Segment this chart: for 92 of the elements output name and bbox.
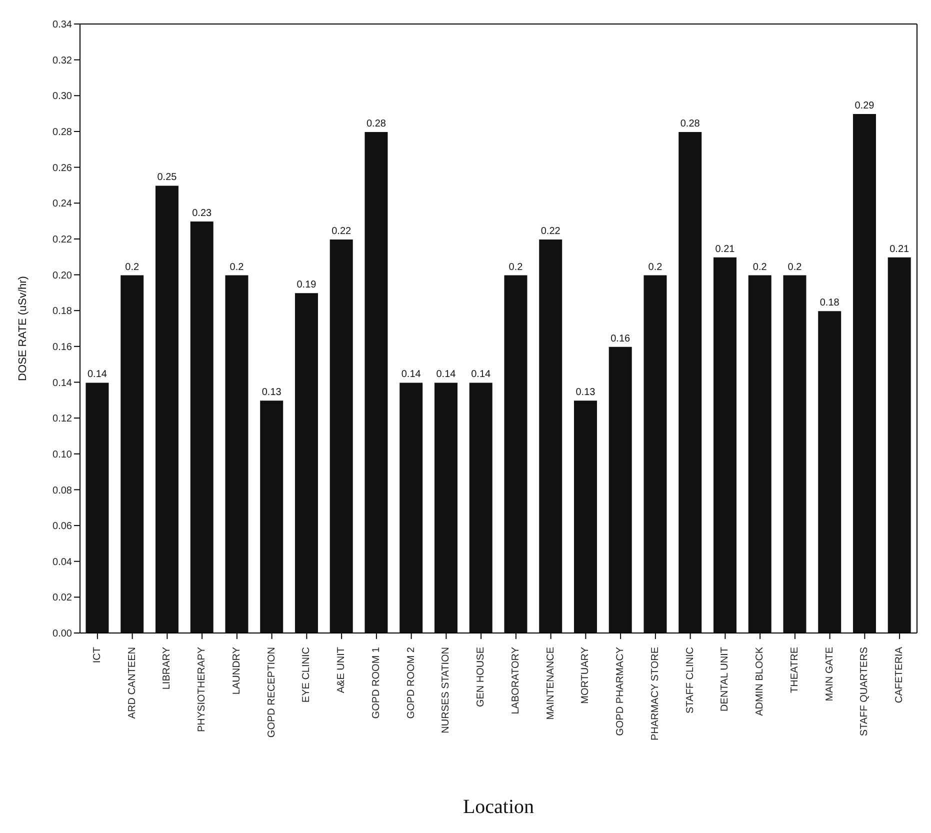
- x-tick-label: THEATRE: [789, 646, 800, 693]
- data-label: 0.2: [788, 262, 802, 273]
- data-label: 0.2: [752, 262, 768, 273]
- x-tick-label: DENTAL UNIT: [720, 647, 731, 712]
- bar: [259, 400, 284, 633]
- y-tick-label: 0.26: [52, 162, 72, 174]
- data-label: 0.14: [401, 369, 422, 380]
- data-label: 0.18: [820, 298, 840, 309]
- data-label: 0.23: [192, 208, 212, 220]
- bar: [678, 130, 703, 633]
- data-label: 0.14: [471, 369, 492, 380]
- bar: [328, 238, 354, 633]
- data-label: 0.28: [366, 118, 386, 130]
- x-tick-label: LAUNDRY: [231, 646, 242, 695]
- y-axis-title: DOSE RATE (uSv/hr): [16, 276, 29, 381]
- x-tick-label: STAFF QUARTERS: [859, 646, 870, 736]
- data-label: 0.21: [890, 244, 910, 255]
- y-tick-label: 0.10: [52, 449, 72, 460]
- bar: [120, 274, 145, 633]
- y-tick-label: 0.22: [52, 234, 72, 246]
- data-label: 0.16: [610, 333, 631, 344]
- data-label: 0.2: [125, 262, 140, 273]
- x-tick-label: PHARMACY STORE: [650, 646, 661, 741]
- y-tick-label: 0.04: [52, 556, 72, 568]
- bar: [189, 220, 214, 633]
- x-tick-label: STAFF CLINIC: [684, 647, 696, 714]
- y-tick-label: 0.08: [52, 485, 72, 496]
- x-tick-label: A&E UNIT: [336, 647, 348, 694]
- x-tick-label: MAIN GATE: [824, 646, 836, 702]
- data-label: 0.13: [576, 387, 596, 398]
- bar: [84, 382, 110, 633]
- x-tick-label: CAFETERIA: [894, 646, 906, 704]
- bar: [608, 346, 633, 633]
- x-tick-label: MAINTENANCE: [545, 646, 556, 720]
- data-label: 0.22: [540, 226, 561, 237]
- bar: [886, 256, 912, 633]
- bar: [538, 238, 564, 633]
- bar: [398, 382, 424, 633]
- data-label: 0.19: [296, 280, 317, 291]
- bar: [747, 274, 772, 633]
- x-tick-label: PHYSIOTHERAPY: [196, 646, 208, 732]
- bar: [154, 184, 180, 633]
- y-tick-label: 0.16: [52, 342, 72, 353]
- data-label: 0.14: [87, 369, 108, 380]
- data-label: 0.28: [680, 118, 700, 130]
- data-label: 0.2: [230, 262, 244, 273]
- data-label: 0.21: [715, 244, 736, 255]
- data-label: 0.22: [332, 226, 352, 237]
- bar: [433, 382, 458, 633]
- bar: [503, 274, 528, 633]
- y-tick-label: 0.34: [52, 20, 72, 31]
- bar: [572, 400, 598, 633]
- bar: [712, 256, 738, 633]
- bar: [364, 130, 389, 633]
- x-tick-label: EYE CLINIC: [301, 647, 312, 703]
- x-tick-label: MORTUARY: [580, 646, 592, 704]
- data-label: 0.2: [508, 262, 524, 273]
- x-tick-label: NURSES STATION: [440, 647, 452, 734]
- data-label: 0.25: [157, 172, 178, 184]
- bar: [468, 382, 494, 633]
- y-tick-label: 0.14: [52, 378, 72, 389]
- y-tick-label: 0.12: [52, 414, 72, 425]
- y-tick-label: 0.30: [52, 91, 72, 102]
- x-axis-title: Location: [462, 796, 534, 818]
- bar: [817, 310, 842, 633]
- bar: [782, 274, 808, 633]
- bar: [852, 113, 877, 633]
- x-tick-label: GOPD PHARMACY: [615, 646, 626, 736]
- bar: [224, 274, 250, 633]
- x-tick-label: LIBRARY: [162, 646, 173, 690]
- y-tick-label: 0.20: [52, 270, 72, 282]
- bar: [294, 292, 319, 633]
- y-tick-label: 0.32: [52, 55, 72, 66]
- y-tick-label: 0.18: [52, 306, 72, 318]
- x-tick-label: ADMIN BLOCK: [754, 646, 766, 716]
- x-tick-label: GOPD ROOM 2: [406, 646, 417, 719]
- x-tick-label: GOPD RECEPTION: [266, 647, 278, 738]
- x-tick-label: GOPD ROOM 1: [370, 646, 382, 719]
- data-label: 0.14: [436, 369, 456, 380]
- y-tick-label: 0.28: [52, 127, 72, 138]
- x-tick-label: ICT: [92, 647, 103, 664]
- y-tick-label: 0.24: [52, 198, 72, 210]
- data-label: 0.29: [854, 100, 875, 112]
- x-tick-label: GEN HOUSE: [476, 646, 487, 708]
- y-tick-label: 0.06: [52, 521, 72, 532]
- x-tick-label: LABORATORY: [510, 646, 522, 714]
- data-label: 0.13: [262, 387, 282, 398]
- y-tick-label: 0.02: [52, 592, 72, 604]
- bar: [642, 274, 668, 633]
- data-label: 0.2: [648, 262, 663, 273]
- y-tick-label: 0.00: [52, 628, 72, 640]
- x-tick-label: ARD CANTEEN: [126, 647, 138, 719]
